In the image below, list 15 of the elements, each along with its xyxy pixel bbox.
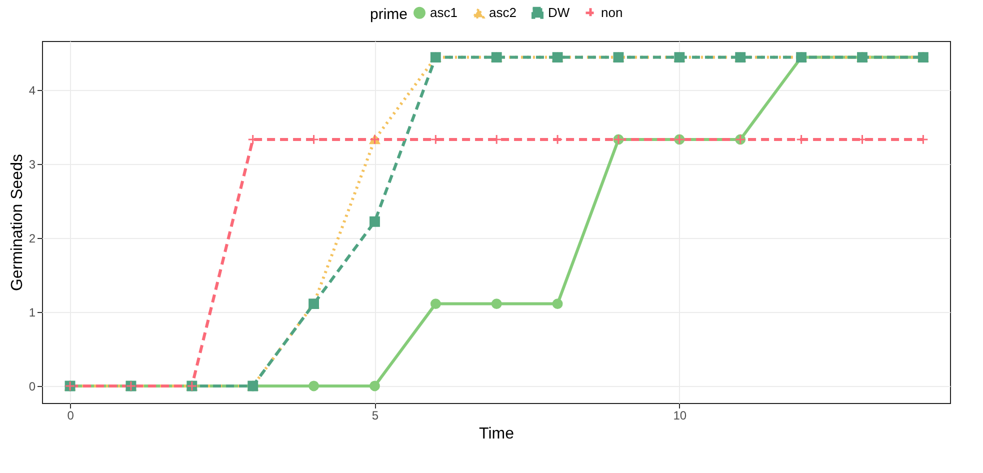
x-tick-label: 10 <box>673 408 687 422</box>
legend-label: DW <box>548 4 570 20</box>
x-tick-label: 0 <box>67 408 74 422</box>
y-axis-title: Germination Seeds <box>8 154 26 291</box>
legend-label: asc2 <box>489 5 516 20</box>
x-axis-title: Time <box>479 426 514 442</box>
legend-label: asc1 <box>430 4 458 20</box>
y-tick-label: 0 <box>28 379 36 394</box>
y-tick-label: 1 <box>28 305 36 320</box>
x-tick-label: 5 <box>372 408 379 422</box>
y-tick-label: 2 <box>28 231 36 246</box>
legend-title: prime <box>370 6 408 23</box>
y-tick-label: 4 <box>28 83 36 98</box>
legend-label: non <box>601 4 623 20</box>
y-tick-label: 3 <box>28 157 36 172</box>
